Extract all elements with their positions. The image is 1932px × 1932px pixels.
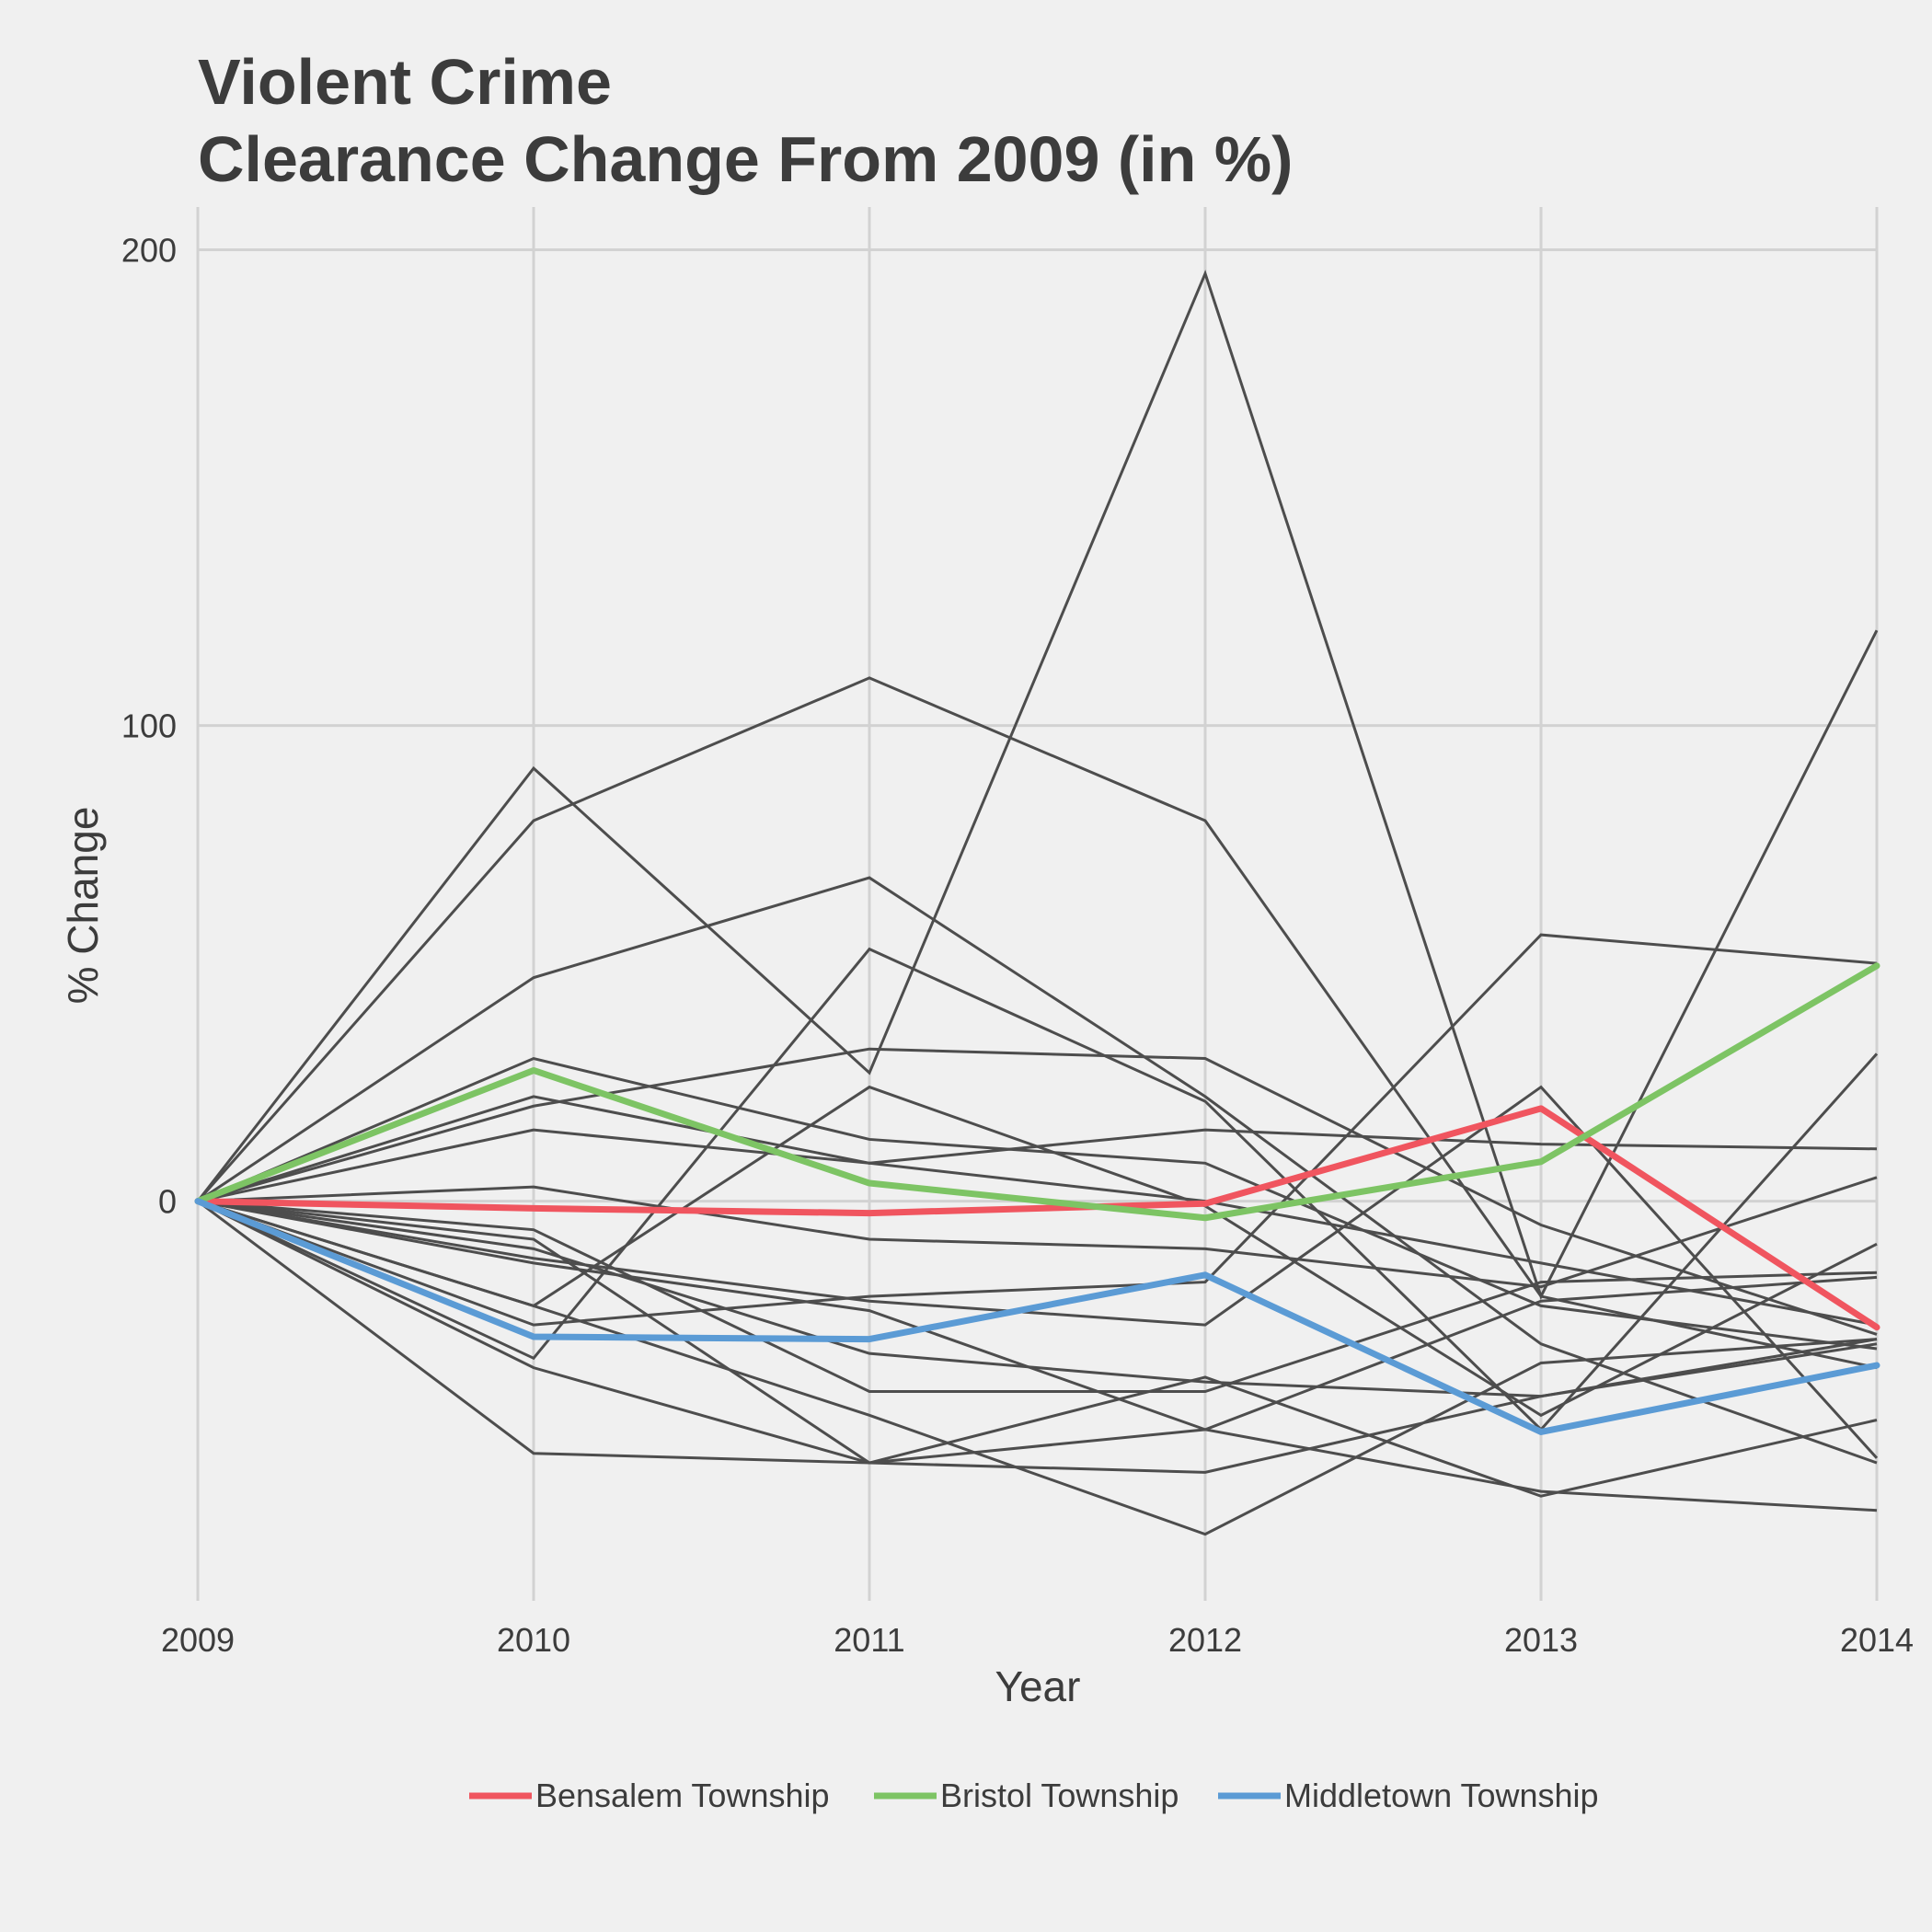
series-line <box>197 947 1879 1432</box>
legend-label: Bensalem Township <box>535 1777 830 1814</box>
series-line <box>197 1128 1878 1327</box>
series-line <box>197 1176 1878 1289</box>
legend: Bensalem Township Bristol Township Middlet… <box>469 1777 1599 1814</box>
other-series-lines <box>196 270 1879 1536</box>
x-tick-label: 2012 <box>1168 1621 1242 1659</box>
series-line <box>197 1085 1879 1459</box>
y-tick-label: 200 <box>121 232 177 270</box>
highlight-series-line <box>194 1198 1880 1435</box>
x-tick-label: 2010 <box>497 1621 570 1659</box>
y-tick-label: 100 <box>121 707 177 745</box>
y-tick-label: 0 <box>158 1183 177 1221</box>
legend-label: Bristol Township <box>940 1777 1179 1814</box>
series-line <box>196 676 1878 1370</box>
x-tick-label: 2011 <box>834 1621 904 1659</box>
series-line <box>197 933 1878 1327</box>
series-line <box>197 1200 1878 1393</box>
series-line <box>197 1200 1878 1498</box>
series-line <box>197 1200 1878 1465</box>
highlight-series-line <box>194 962 1880 1222</box>
series-line <box>197 1047 1878 1336</box>
series-line <box>197 1200 1878 1512</box>
series-line <box>196 270 1879 1300</box>
x-tick-label: 2013 <box>1504 1621 1578 1659</box>
gridlines <box>196 207 1879 1601</box>
chart-title-line-1: Violent Crime <box>198 46 612 118</box>
legend-label: Middletown Township <box>1284 1777 1599 1814</box>
x-axis-title: Year <box>995 1662 1081 1710</box>
series-line <box>197 1056 1878 1351</box>
tick-labels: 2009 2010 2011 2012 2013 2014 0 100 200 <box>121 232 1914 1659</box>
highlighted-series-lines <box>194 962 1880 1435</box>
x-tick-label: 2014 <box>1840 1621 1914 1659</box>
series-line <box>197 1200 1878 1536</box>
y-axis-title: % Change <box>59 807 107 1005</box>
highlight-series-line <box>194 1105 1880 1331</box>
x-tick-label: 2009 <box>161 1621 235 1659</box>
chart-title-line-2: Clearance Change From 2009 (in %) <box>198 123 1293 195</box>
series-line <box>197 876 1878 1465</box>
series-line <box>197 1200 1878 1474</box>
